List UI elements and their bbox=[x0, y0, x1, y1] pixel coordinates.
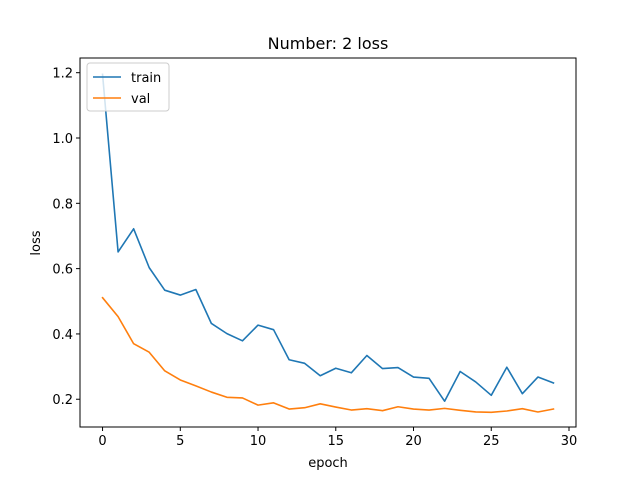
x-tick-label: 10 bbox=[250, 434, 267, 449]
legend-label-train: train bbox=[131, 71, 161, 86]
x-tick-label: 25 bbox=[483, 434, 500, 449]
plot-area-frame bbox=[79, 57, 577, 428]
legend-label-val: val bbox=[131, 92, 150, 107]
x-ticks: 0 5 10 15 20 25 30 bbox=[98, 427, 577, 449]
x-tick-label: 20 bbox=[405, 434, 422, 449]
y-tick-label: 0.4 bbox=[52, 328, 73, 343]
y-tick-label: 0.6 bbox=[52, 263, 73, 278]
y-tick-label: 0.2 bbox=[52, 393, 73, 408]
series-line-train bbox=[101, 73, 555, 403]
series-line-val bbox=[101, 296, 555, 414]
y-ticks: 0.2 0.4 0.6 0.8 1.0 1.2 bbox=[52, 67, 80, 408]
y-tick-label: 0.8 bbox=[52, 197, 73, 212]
x-tick-label: 0 bbox=[98, 434, 106, 449]
x-tick-label: 15 bbox=[328, 434, 345, 449]
legend-frame bbox=[86, 62, 170, 112]
x-axis-label: epoch bbox=[308, 456, 348, 471]
chart-title: Number: 2 loss bbox=[268, 34, 389, 53]
y-axis-label: loss bbox=[29, 230, 44, 255]
legend: train val bbox=[86, 62, 170, 112]
x-tick-label: 5 bbox=[176, 434, 184, 449]
series-layer bbox=[101, 73, 555, 414]
x-tick-label: 30 bbox=[561, 434, 578, 449]
y-tick-label: 1.0 bbox=[52, 132, 73, 147]
y-tick-label: 1.2 bbox=[52, 67, 73, 82]
axes-background bbox=[79, 57, 577, 428]
